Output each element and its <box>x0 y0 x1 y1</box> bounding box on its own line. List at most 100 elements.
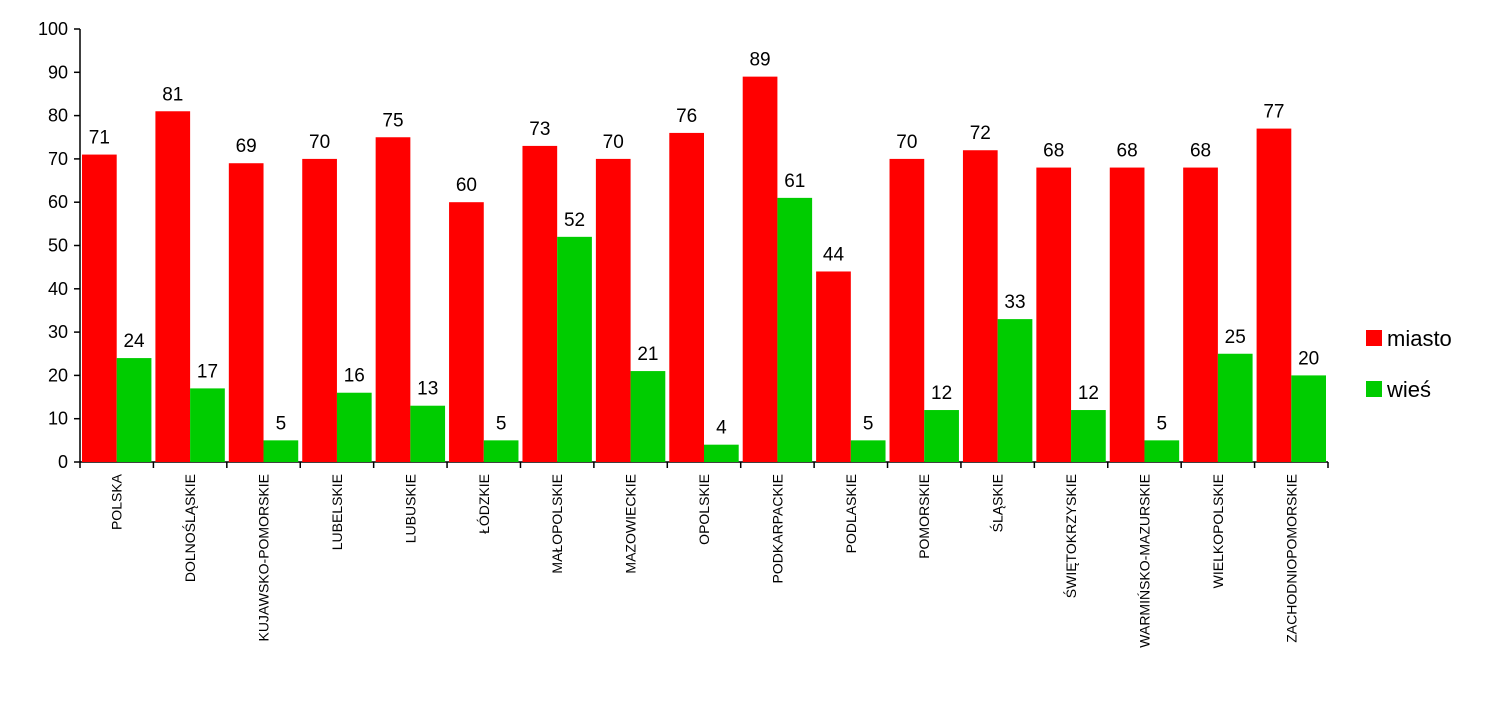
x-axis: POLSKA DOLNOŚLĄSKIE KUJAWSKO-POMORSKIE LUBE… <box>79 461 1329 648</box>
bar-miasto-14 <box>1109 167 1145 462</box>
bar-wieś-15 <box>1217 353 1253 462</box>
bar-wieś-12 <box>997 319 1033 462</box>
data-label-miasto-10: 44 <box>823 244 845 265</box>
data-labels: 71 81 69 70 75 60 73 70 76 89 44 70 72 68 68 68 77 24 17 5 1… <box>89 50 1319 439</box>
x-tick-label: ZACHODNIOPOMORSKIE <box>1283 474 1299 643</box>
y-tick-label: 70 <box>48 149 68 169</box>
x-tick-label: POMORSKIE <box>916 474 932 559</box>
bar-wieś-2 <box>263 440 299 462</box>
legend-label-wies: wieś <box>1386 377 1431 402</box>
data-label-wieś-2: 5 <box>276 413 287 434</box>
y-tick-label: 30 <box>48 322 68 342</box>
y-tick-label: 80 <box>48 106 68 126</box>
data-label-wieś-13: 12 <box>1078 383 1099 404</box>
y-tick-label: 0 <box>58 452 68 472</box>
bar-miasto-8 <box>669 132 704 463</box>
data-label-wieś-11: 12 <box>931 383 952 404</box>
x-tick-label: LUBELSKIE <box>329 474 345 550</box>
data-label-wieś-9: 61 <box>784 171 805 192</box>
bar-wieś-16 <box>1291 375 1326 462</box>
bar-miasto-6 <box>522 145 558 462</box>
data-label-miasto-7: 70 <box>603 132 624 153</box>
data-label-miasto-8: 76 <box>676 106 697 127</box>
data-label-miasto-2: 69 <box>236 136 257 157</box>
x-tick-label: KUJAWSKO-POMORSKIE <box>256 474 272 642</box>
bar-miasto-5 <box>449 202 484 462</box>
bar-miasto-0 <box>82 154 117 462</box>
legend: miasto wieś <box>1366 326 1452 402</box>
bar-wieś-5 <box>483 440 519 462</box>
bar-miasto-7 <box>595 158 631 462</box>
bar-wieś-6 <box>557 236 592 462</box>
data-label-miasto-4: 75 <box>382 110 403 131</box>
x-tick-label: ŚLĄSKIE <box>989 474 1006 532</box>
data-label-miasto-9: 89 <box>749 50 770 71</box>
y-tick-label: 10 <box>48 409 68 429</box>
bar-wieś-11 <box>924 410 959 462</box>
y-tick-label: 100 <box>38 19 68 39</box>
bar-wieś-13 <box>1071 410 1106 462</box>
data-label-wieś-14: 5 <box>1157 413 1168 434</box>
y-tick-label: 90 <box>48 62 68 82</box>
bar-miasto-13 <box>1036 167 1072 462</box>
x-tick-label: ŚWIĘTOKRZYSKIE <box>1062 474 1079 598</box>
bar-miasto-11 <box>889 158 925 462</box>
bar-wieś-10 <box>850 440 886 462</box>
bar-wieś-1 <box>190 388 225 462</box>
bar-miasto-9 <box>742 76 778 462</box>
bar-wieś-0 <box>116 358 152 462</box>
data-label-miasto-12: 72 <box>970 123 991 144</box>
data-label-wieś-3: 16 <box>344 366 365 387</box>
bar-miasto-1 <box>155 111 191 463</box>
data-label-wieś-4: 13 <box>417 379 438 400</box>
data-label-miasto-13: 68 <box>1043 141 1064 162</box>
bar-miasto-10 <box>816 271 851 462</box>
bar-wieś-3 <box>336 392 372 462</box>
x-tick-label: MAZOWIECKIE <box>623 474 639 574</box>
data-label-wieś-0: 24 <box>123 331 145 352</box>
data-label-wieś-1: 17 <box>197 361 218 382</box>
y-axis: 0 10 20 30 40 50 60 70 80 90 100 <box>38 19 81 472</box>
bar-miasto-16 <box>1256 128 1292 462</box>
x-tick-label: LUBUSKIE <box>402 474 418 543</box>
data-label-miasto-15: 68 <box>1190 141 1211 162</box>
bar-wieś-7 <box>630 371 666 462</box>
data-label-wieś-7: 21 <box>637 344 658 365</box>
bar-miasto-2 <box>228 163 264 463</box>
data-label-miasto-14: 68 <box>1117 141 1138 162</box>
data-label-wieś-15: 25 <box>1225 327 1246 348</box>
x-tick-label: PODKARPACKIE <box>769 474 785 583</box>
data-label-miasto-11: 70 <box>896 132 917 153</box>
data-label-wieś-5: 5 <box>496 413 507 434</box>
data-label-miasto-16: 77 <box>1263 102 1284 123</box>
bar-wieś-8 <box>704 444 739 462</box>
x-tick-label: WARMIŃSKO-MAZURSKIE <box>1136 474 1152 648</box>
x-tick-label: MAŁOPOLSKIE <box>549 474 565 574</box>
x-tick-label: POLSKA <box>109 473 125 530</box>
bars <box>82 76 1326 463</box>
data-label-wieś-8: 4 <box>716 418 727 439</box>
y-tick-label: 50 <box>48 236 68 256</box>
bar-miasto-3 <box>302 158 337 462</box>
x-tick-label: ŁÓDZKIE <box>476 474 492 534</box>
legend-swatch-wies <box>1366 381 1382 397</box>
y-tick-label: 20 <box>48 365 68 385</box>
x-tick-label: WIELKOPOLSKIE <box>1210 474 1226 588</box>
bar-wieś-14 <box>1144 440 1180 462</box>
bar-miasto-4 <box>375 137 411 462</box>
data-label-wieś-12: 33 <box>1004 292 1025 313</box>
bar-miasto-15 <box>1183 167 1218 462</box>
bar-wieś-9 <box>777 197 813 462</box>
data-label-miasto-3: 70 <box>309 132 330 153</box>
legend-label-miasto: miasto <box>1387 326 1452 351</box>
data-label-miasto-5: 60 <box>456 175 477 196</box>
legend-swatch-miasto <box>1366 330 1382 346</box>
data-label-wieś-10: 5 <box>863 413 874 434</box>
y-tick-label: 40 <box>48 279 68 299</box>
data-label-wieś-6: 52 <box>564 210 585 231</box>
y-tick-label: 60 <box>48 192 68 212</box>
data-label-miasto-0: 71 <box>89 128 110 149</box>
x-tick-label: OPOLSKIE <box>696 474 712 545</box>
data-label-miasto-6: 73 <box>529 119 550 140</box>
